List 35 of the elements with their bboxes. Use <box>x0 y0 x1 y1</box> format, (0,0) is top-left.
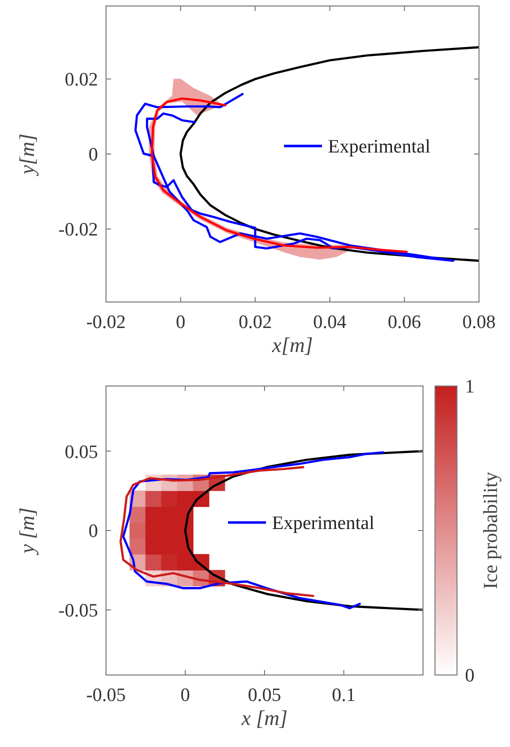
x-tick-label: 0.04 <box>313 312 347 333</box>
point <box>130 522 146 539</box>
x-tick-label: 0.06 <box>388 312 422 333</box>
y-tick-label: 0 <box>88 144 98 166</box>
y-tick-label: 0 <box>88 521 98 542</box>
y-tick-label: 0.05 <box>64 442 98 463</box>
x-tick-label: 0.08 <box>462 312 496 333</box>
y-axis-title: y [m] <box>15 507 39 556</box>
color-bar-title: Ice probability <box>480 472 502 590</box>
legend-label: Experimental <box>328 136 430 158</box>
point <box>177 554 194 570</box>
point <box>161 490 178 507</box>
point <box>130 538 146 555</box>
legend-label: Experimental <box>272 513 374 534</box>
line-series <box>134 92 454 262</box>
x-tick-label: 0 <box>180 685 190 706</box>
point <box>145 490 162 507</box>
line-series <box>180 46 479 262</box>
color-bar-label: 0 <box>465 666 474 687</box>
x-axis-title: x [m] <box>240 706 288 730</box>
color-bar-label: 1 <box>465 376 474 398</box>
y-axis-title: y[m] <box>15 134 39 176</box>
x-tick-label: 0.02 <box>238 312 272 333</box>
x-tick-label: 0 <box>176 312 186 333</box>
point <box>177 490 194 507</box>
x-axis-title: x[m] <box>271 333 313 357</box>
y-tick-label: 0.02 <box>64 70 98 91</box>
point <box>161 554 178 570</box>
line-series <box>122 451 384 610</box>
x-tick-label: 0.1 <box>332 685 356 706</box>
y-tick-label: -0.05 <box>58 600 98 622</box>
point <box>145 554 162 570</box>
point <box>130 506 146 523</box>
y-tick-label: -0.02 <box>58 220 98 241</box>
x-tick-label: 0.05 <box>248 685 282 706</box>
